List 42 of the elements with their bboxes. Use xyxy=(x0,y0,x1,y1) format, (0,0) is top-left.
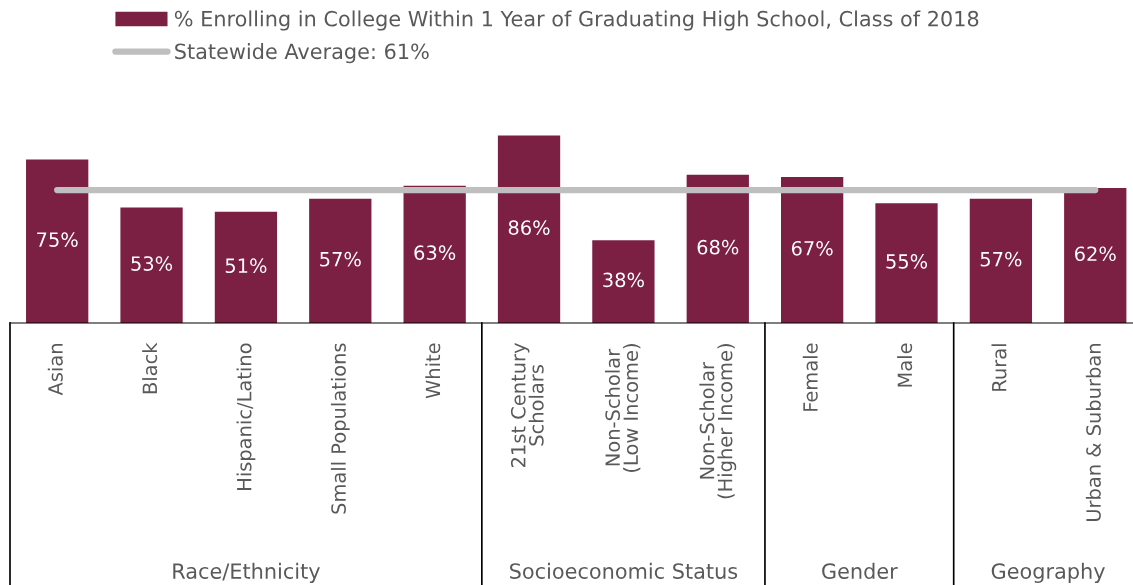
x-tick-label: Female xyxy=(802,343,818,411)
bar xyxy=(214,211,278,323)
bar xyxy=(26,159,89,323)
bar xyxy=(969,198,1033,323)
x-tick-label: Rural xyxy=(991,344,1007,391)
data-label: 38% xyxy=(603,272,644,288)
legend-label: % Enrolling in College Within 1 Year of Graduating High School, Class of 2018 xyxy=(174,10,979,31)
x-tick-label: Male xyxy=(897,343,913,387)
data-label: 51% xyxy=(225,258,267,274)
x-tick-label: Asian xyxy=(47,344,63,396)
text: Race/Ethnicity xyxy=(173,562,320,583)
data-label: 75% xyxy=(37,232,78,247)
x-tick-label: Black xyxy=(142,342,158,394)
x-tick-label: White xyxy=(425,343,441,399)
text: Gender xyxy=(822,562,898,579)
data-label: 63% xyxy=(414,245,456,260)
bar xyxy=(309,198,372,323)
data-label: 67% xyxy=(791,240,833,256)
bar xyxy=(592,240,655,323)
data-label: 55% xyxy=(886,254,928,269)
legend-label: Statewide Average: 61% xyxy=(175,43,429,64)
data-label: 57% xyxy=(320,251,361,267)
x-tick-label: 21st Century Scholars xyxy=(510,343,544,468)
x-tick-label: Urban & Suburban xyxy=(1085,344,1101,521)
x-tick-label: Non-Scholar (Higher Income) xyxy=(699,344,737,499)
data-label: 62% xyxy=(1075,246,1116,262)
x-tick-label: Small Populations xyxy=(330,343,350,514)
bar xyxy=(686,174,749,323)
text: Geography xyxy=(991,562,1105,583)
bar xyxy=(1064,187,1127,323)
data-label: 53% xyxy=(131,256,173,271)
x-tick-label: Hispanic/Latino xyxy=(236,343,256,490)
bar xyxy=(497,135,561,323)
bar xyxy=(403,185,466,323)
data-label: 68% xyxy=(697,239,739,255)
text: Socioeconomic Status xyxy=(510,562,738,579)
bar xyxy=(781,177,844,323)
bar xyxy=(120,207,183,323)
bar xyxy=(875,203,938,323)
data-label: 86% xyxy=(508,220,550,235)
data-label: 57% xyxy=(980,251,1022,267)
x-tick-label: Non-Scholar (Low Income) xyxy=(604,344,641,472)
